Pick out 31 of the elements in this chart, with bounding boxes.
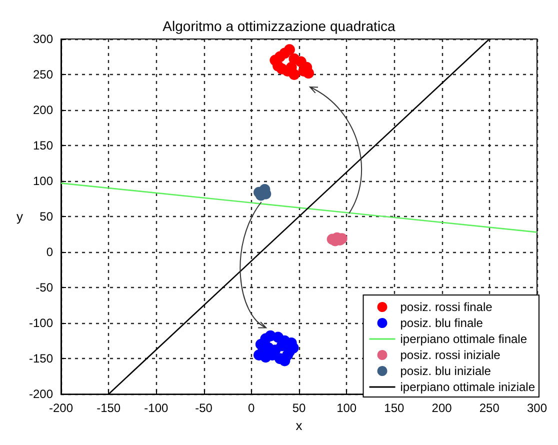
legend-label: iperpiano ottimale finale — [400, 332, 528, 346]
y-tick-label: 100 — [32, 174, 54, 188]
x-tick-label: 250 — [479, 401, 500, 416]
y-tick-label: -150 — [28, 352, 54, 366]
legend-label: posiz. rossi iniziale — [400, 348, 501, 362]
y-tick-label: -100 — [28, 316, 54, 330]
y-tick-label: 300 — [32, 32, 54, 46]
x-tick-label: 50 — [292, 401, 306, 416]
x-tick-label: -150 — [96, 401, 121, 416]
y-tick-label: 150 — [32, 138, 54, 153]
x-tick-label: 100 — [336, 401, 357, 416]
y-tick-label: 50 — [40, 210, 54, 224]
x-tick-label: 0 — [248, 401, 256, 416]
legend-label: posiz. rossi finale — [400, 300, 493, 314]
x-tick-label: 300 — [526, 401, 548, 416]
y-tick-label: 0 — [46, 245, 54, 260]
x-tick-label: 200 — [432, 401, 452, 416]
chart-title: Algoritmo a ottimizzazione quadratica — [162, 18, 396, 34]
y-tick-label: 200 — [32, 103, 54, 118]
legend-label: iperpiano ottimale iniziale — [400, 380, 536, 394]
y-tick-label: -50 — [36, 280, 54, 295]
y-axis-title: y — [16, 209, 24, 224]
legend-label: posiz. blu iniziale — [400, 364, 492, 378]
x-tick-label: -200 — [48, 401, 74, 416]
x-tick-label: -50 — [195, 401, 213, 416]
x-tick-label: -100 — [144, 401, 169, 416]
y-tick-label: -200 — [28, 387, 54, 402]
x-axis-title: x — [296, 418, 303, 433]
x-tick-label: 150 — [384, 401, 405, 416]
y-tick-label: 250 — [32, 68, 54, 82]
legend-label: posiz. blu finale — [400, 316, 484, 330]
